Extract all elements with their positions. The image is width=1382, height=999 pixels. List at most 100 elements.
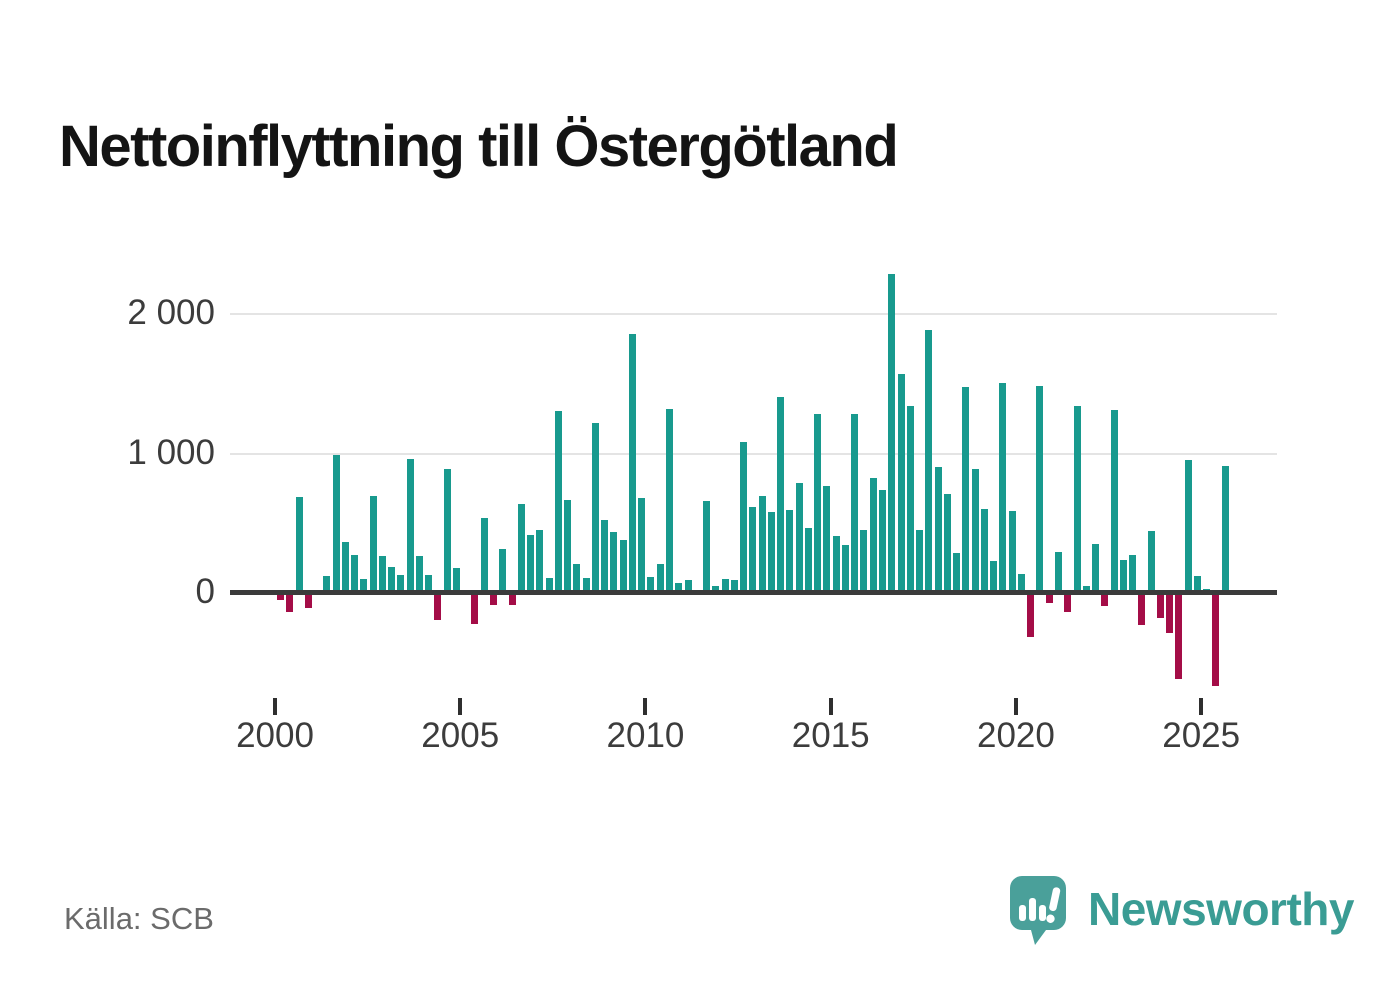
bar-2017Q2: [916, 530, 924, 592]
bar-2002Q2: [360, 578, 368, 592]
bar-2006Q1: [499, 548, 507, 592]
bar-2023Q4: [1156, 594, 1164, 618]
bar-2010Q2: [656, 564, 664, 592]
bar-2022Q3: [1110, 410, 1118, 592]
x-tick-2000: [273, 698, 277, 715]
bar-2017Q4: [934, 466, 942, 592]
x-tick-label-2025: 2025: [1162, 716, 1241, 755]
bar-2017Q1: [906, 405, 914, 592]
x-tick-label-2015: 2015: [791, 716, 870, 755]
bar-2003Q3: [406, 459, 414, 592]
bar-2003Q2: [397, 574, 405, 592]
bar-2002Q4: [378, 556, 386, 592]
bar-2020Q3: [1036, 386, 1044, 592]
bar-2018Q2: [953, 552, 961, 592]
bar-2011Q3: [703, 501, 711, 592]
bar-2014Q3: [814, 414, 822, 592]
bar-2007Q3: [554, 410, 562, 592]
bar-2000Q1: [277, 594, 284, 601]
bar-2012Q4: [749, 507, 757, 592]
bar-2004Q2: [434, 594, 442, 621]
x-tick-label-2005: 2005: [421, 716, 500, 755]
gridline-1000: [230, 452, 1277, 455]
bar-2022Q1: [1092, 544, 1100, 592]
bar-2010Q3: [665, 409, 673, 592]
bar-2016Q1: [869, 477, 877, 592]
bar-2007Q4: [564, 499, 572, 592]
bar-2013Q4: [786, 509, 794, 592]
bar-2014Q1: [795, 482, 803, 592]
bar-2018Q4: [971, 469, 979, 592]
bar-2021Q4: [1082, 586, 1090, 592]
y-tick-label-1000: 1 000: [127, 432, 215, 472]
source-note: Källa: SCB: [64, 901, 214, 936]
bar-2004Q3: [443, 469, 451, 592]
x-tick-label-2000: 2000: [236, 716, 314, 755]
bar-2002Q1: [351, 555, 359, 592]
brand-wordmark: Newsworthy: [1088, 883, 1354, 935]
bar-2015Q2: [841, 544, 849, 592]
bar-2001Q4: [341, 541, 349, 592]
bar-2021Q2: [1064, 594, 1072, 612]
bar-2018Q1: [943, 493, 951, 592]
x-tick-label-2010: 2010: [606, 716, 685, 755]
bar-2008Q2: [582, 578, 590, 592]
bar-2016Q4: [897, 374, 905, 592]
bar-2009Q1: [610, 531, 618, 592]
bar-2015Q3: [851, 413, 859, 592]
bar-2009Q3: [628, 334, 636, 592]
newsworthy-logo-icon: [1010, 876, 1066, 951]
bar-2001Q2: [323, 575, 331, 592]
bar-2000Q2: [286, 594, 294, 613]
bar-2010Q4: [675, 582, 683, 592]
bar-2006Q4: [527, 535, 535, 592]
bar-2006Q3: [517, 503, 525, 592]
bar-2020Q4: [1045, 594, 1053, 604]
bar-2013Q2: [767, 511, 775, 592]
bar-2015Q1: [832, 536, 840, 592]
bar-2017Q3: [925, 330, 933, 592]
bar-2003Q1: [388, 566, 396, 592]
bar-2024Q1: [1166, 594, 1174, 633]
bar-2015Q4: [860, 530, 868, 592]
bar-2018Q3: [962, 386, 970, 592]
bar-2016Q3: [888, 273, 896, 592]
bar-2020Q1: [1017, 573, 1025, 592]
zero-axis-line: [230, 590, 1277, 595]
bar-2025Q2: [1212, 594, 1220, 687]
bar-2024Q4: [1193, 575, 1201, 592]
bar-2005Q4: [490, 594, 498, 605]
x-tick-2010: [643, 698, 648, 715]
bar-2011Q4: [712, 586, 720, 592]
gridline-2000: [230, 313, 1277, 316]
bar-2019Q3: [999, 382, 1007, 592]
x-tick-label-2020: 2020: [977, 716, 1055, 755]
x-tick-2005: [458, 698, 463, 715]
bar-2005Q2: [471, 594, 479, 624]
bar-2014Q4: [823, 485, 831, 592]
bar-2001Q3: [332, 454, 340, 592]
bar-2008Q1: [573, 563, 581, 592]
bar-2000Q3: [295, 497, 303, 592]
bar-2003Q4: [415, 556, 423, 592]
bar-2021Q3: [1073, 406, 1081, 592]
bar-2000Q4: [304, 594, 312, 608]
y-tick-label-0: 0: [195, 572, 215, 611]
bar-2008Q3: [591, 422, 599, 592]
bar-2019Q4: [1008, 511, 1016, 592]
x-tick-2020: [1013, 698, 1018, 715]
bar-2019Q2: [990, 561, 998, 592]
bar-2012Q2: [730, 580, 738, 592]
bar-2012Q3: [740, 442, 748, 592]
bar-2023Q2: [1138, 594, 1146, 626]
bar-2023Q1: [1129, 555, 1137, 592]
bar-2022Q4: [1119, 560, 1127, 592]
bar-2011Q1: [684, 580, 692, 592]
bar-2013Q3: [777, 396, 785, 592]
y-tick-label-2000: 2 000: [127, 293, 215, 333]
bar-2025Q3: [1221, 465, 1229, 592]
bar-2019Q1: [980, 508, 988, 592]
page-title: Nettoinflyttning till Östergötland: [59, 113, 899, 179]
bar-2020Q2: [1027, 594, 1035, 638]
